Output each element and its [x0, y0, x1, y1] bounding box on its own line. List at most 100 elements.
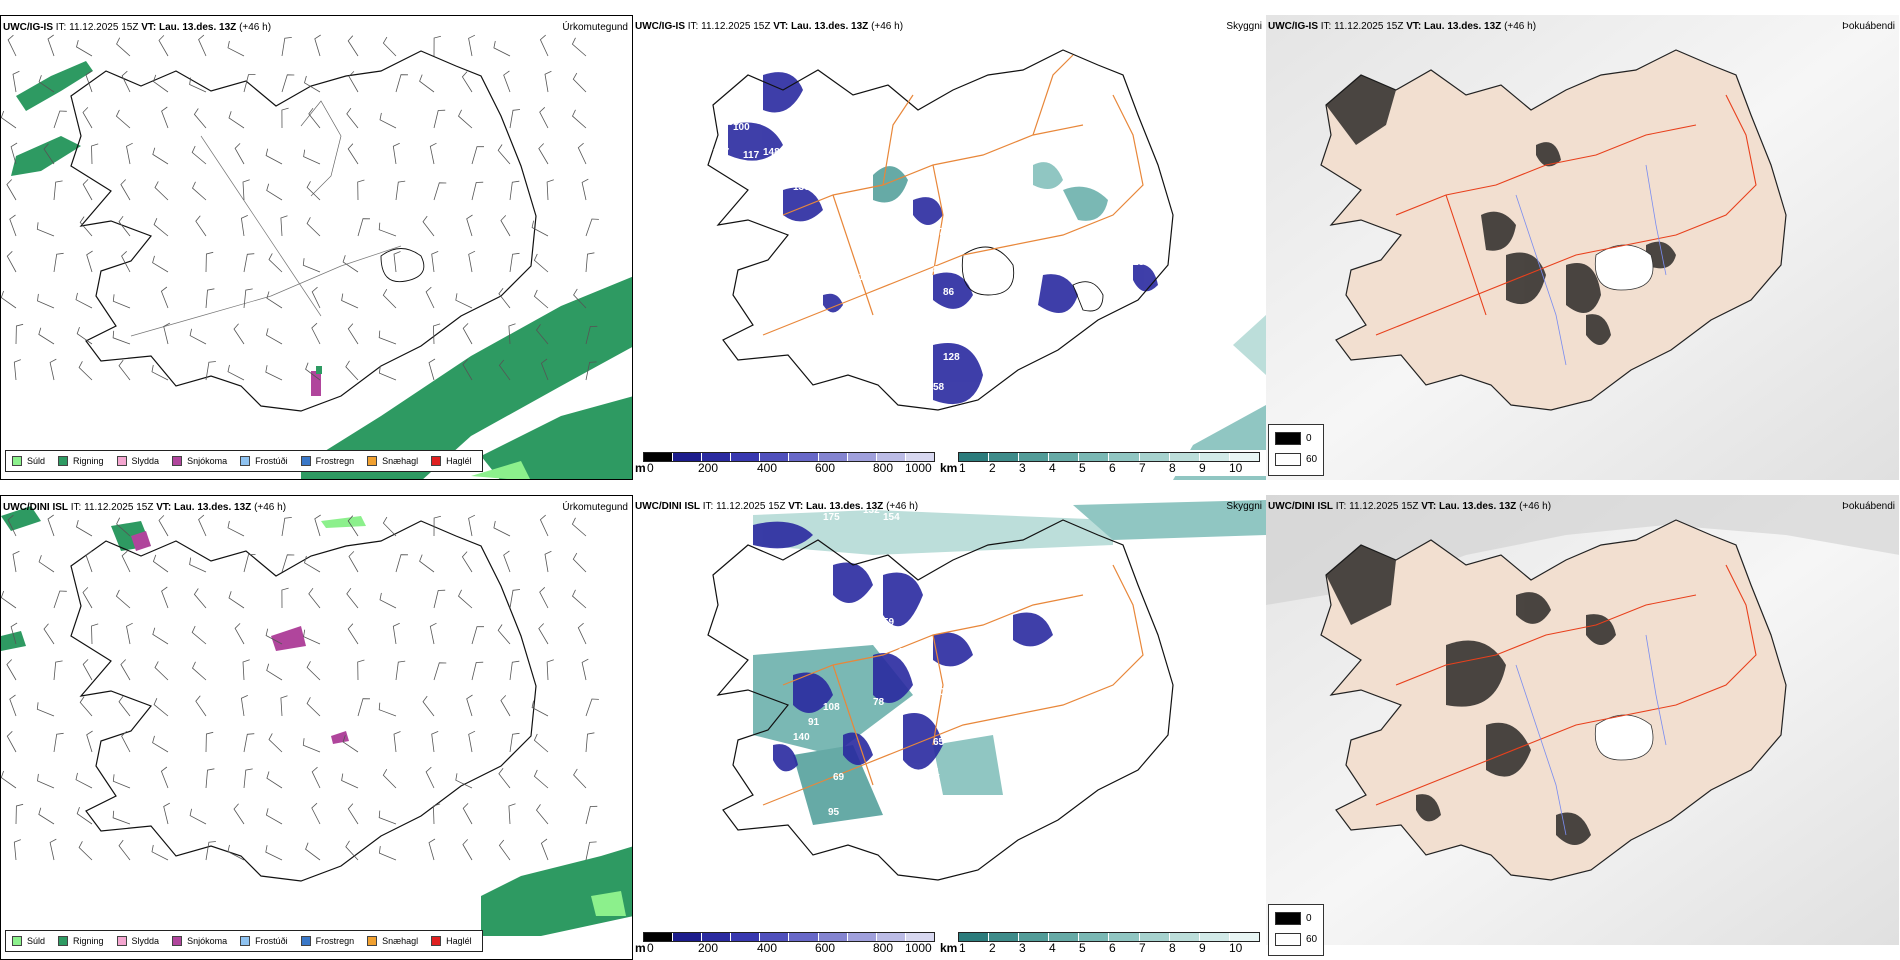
- wind-barb: [462, 839, 473, 861]
- vt-label: VT:: [141, 22, 157, 33]
- wind-barb: [379, 592, 397, 609]
- wind-barb: [205, 361, 216, 381]
- wind-barb: [572, 589, 587, 609]
- wind-barb: [378, 366, 397, 381]
- legend-item: Haglél: [431, 936, 472, 946]
- wind-barb: [378, 810, 397, 825]
- wind-barb: [152, 554, 169, 573]
- wind-barb: [281, 587, 289, 609]
- wind-barb: [265, 628, 283, 645]
- wind-barb: [498, 287, 511, 309]
- wind-barb: [346, 587, 359, 609]
- wind-barb: [193, 108, 207, 129]
- visibility-tick: 4: [1049, 941, 1056, 955]
- cloud-base-label: 154: [903, 282, 920, 293]
- model-name: UWC/DINI ISL: [1268, 501, 1333, 512]
- wind-barb: [121, 550, 131, 573]
- wind-barb: [195, 215, 207, 237]
- init-time: 11.12.2025 15Z: [716, 501, 786, 512]
- visibility-tick: 4: [1049, 461, 1056, 475]
- wind-barb: [53, 180, 63, 201]
- wind-barb: [53, 732, 64, 753]
- wind-barb: [12, 70, 20, 93]
- it-label: IT:: [1335, 501, 1347, 512]
- legend-item: Frostúði: [240, 456, 288, 466]
- wind-barb: [82, 587, 93, 609]
- cloud-base-label: 152: [768, 57, 785, 68]
- wind-barb: [585, 252, 595, 273]
- wind-barb: [509, 109, 521, 129]
- wind-barb: [266, 771, 283, 789]
- wind-barb: [498, 767, 511, 789]
- wind-barb: [243, 74, 256, 93]
- wind-barb: [500, 695, 511, 717]
- wind-barb: [493, 520, 511, 537]
- wind-barb: [308, 107, 321, 129]
- legend-item: Snæhagl: [367, 456, 418, 466]
- wind-barb: [573, 768, 587, 789]
- wind-barb: [242, 179, 250, 201]
- wind-barb: [429, 622, 437, 645]
- fog-legend-row: 60: [1275, 933, 1317, 946]
- visibility-tick: 7: [1139, 941, 1146, 955]
- wind-barb: [198, 514, 207, 537]
- wind-barb: [205, 731, 214, 753]
- wind-barb: [462, 323, 473, 345]
- wind-barb: [10, 622, 18, 645]
- wind-barb: [126, 142, 133, 165]
- wind-barb: [468, 514, 476, 537]
- wind-barb: [419, 554, 435, 573]
- panel-header: UWC/DINI ISL IT: 11.12.2025 15Z VT: Lau.…: [1268, 501, 1895, 512]
- wind-barb: [37, 773, 55, 789]
- panel-header: UWC/DINI ISL IT: 11.12.2025 15Z VT: Lau.…: [3, 502, 628, 513]
- visibility-tick: 8: [1169, 461, 1176, 475]
- visibility-tick: 9: [1199, 461, 1206, 475]
- wind-barb: [306, 697, 321, 717]
- wind-barb: [471, 661, 484, 681]
- wind-barb: [419, 74, 435, 93]
- model-name: UWC/DINI ISL: [635, 501, 700, 512]
- wind-barb: [82, 107, 93, 129]
- fog-shading: [1326, 75, 1676, 345]
- panel-header: UWC/DINI ISL IT: 11.12.2025 15Z VT: Lau.…: [635, 501, 1262, 512]
- wind-barb: [306, 217, 321, 237]
- wind-barb: [531, 220, 549, 237]
- visibility-ramp: [958, 932, 1260, 942]
- wind-barb: [314, 514, 321, 537]
- cloud-base-label: 140: [793, 732, 810, 743]
- wind-barb: [6, 731, 17, 753]
- visibility-tick: 1: [959, 941, 966, 955]
- wind-barb: [153, 698, 169, 717]
- wind-barb: [43, 143, 55, 165]
- wind-barb: [43, 623, 55, 645]
- visibility-tick: 6: [1109, 461, 1116, 475]
- wind-barb: [347, 143, 359, 165]
- product-name: Þokuábendi: [1842, 21, 1895, 32]
- wind-barb: [428, 358, 436, 381]
- cloud-base-label: 63: [908, 382, 920, 393]
- cloud-base-label: 72: [1128, 737, 1140, 748]
- fog-legend: 0 60: [1268, 904, 1324, 956]
- map-fog-bottom: [1266, 495, 1899, 945]
- wind-barb: [163, 802, 170, 825]
- wind-barb: [126, 622, 133, 645]
- cloud-base-label: 58: [933, 382, 945, 393]
- wind-barb: [498, 839, 511, 861]
- cloud-base-label: 130: [793, 182, 810, 193]
- wind-barb: [115, 109, 131, 129]
- wind-barb: [118, 359, 131, 381]
- wind-barb: [538, 623, 549, 645]
- visibility-tick: 3: [1019, 461, 1026, 475]
- cloud-base-label: 117: [743, 150, 760, 161]
- vt-label: VT:: [1406, 21, 1422, 32]
- wind-barb: [151, 364, 169, 381]
- wind-barb: [393, 251, 401, 273]
- wind-barb: [544, 70, 552, 93]
- wind-barb: [378, 702, 397, 717]
- wind-barb: [15, 803, 24, 825]
- wind-barb: [533, 769, 549, 789]
- wind-barb: [227, 364, 245, 381]
- wind-barb: [37, 293, 55, 309]
- precip-legend: Súld Rigning Slydda Snjókoma Frostúði Fr…: [5, 930, 483, 952]
- wind-barb: [53, 110, 67, 129]
